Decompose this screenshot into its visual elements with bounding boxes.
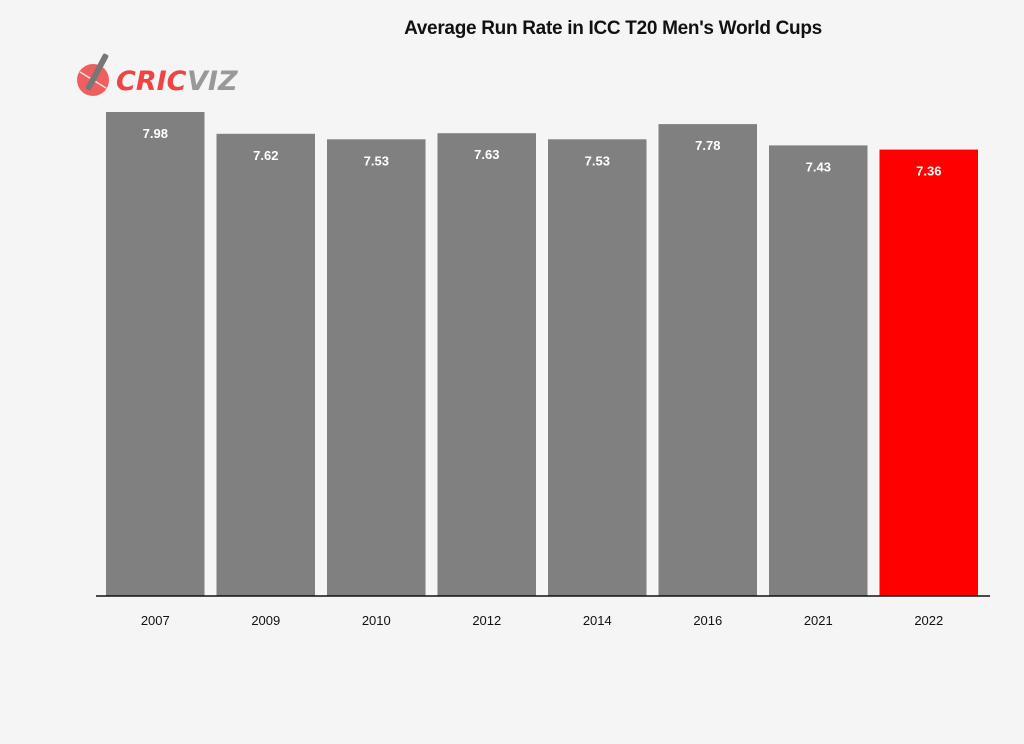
- bar-2022: [879, 149, 978, 596]
- bar-2012: [437, 133, 536, 596]
- cricket-bat-ball-icon: CRIC VIZ: [77, 53, 238, 97]
- x-tick-label-2021: 2021: [804, 613, 833, 628]
- bar-value-label-2016: 7.78: [695, 138, 720, 153]
- x-tick-label-2007: 2007: [141, 613, 170, 628]
- cricviz-logo: CRIC VIZ: [74, 50, 238, 102]
- x-tick-label-2009: 2009: [251, 613, 280, 628]
- bars-layer: [106, 112, 978, 597]
- bar-value-label-2012: 7.63: [474, 147, 499, 162]
- x-tick-label-2014: 2014: [583, 613, 612, 628]
- x-tick-labels-layer: 2007 2009 2010 2012 2014 2016 2021 2022: [141, 613, 943, 628]
- bar-2016: [658, 124, 757, 596]
- bar-2007: [106, 112, 205, 596]
- bar-value-label-2007: 7.98: [143, 126, 168, 141]
- x-tick-label-2012: 2012: [472, 613, 501, 628]
- bar-2010: [327, 139, 426, 597]
- bar-value-label-2010: 7.53: [364, 153, 389, 168]
- bar-2021: [769, 145, 868, 596]
- x-tick-label-2010: 2010: [362, 613, 391, 628]
- x-tick-label-2016: 2016: [693, 613, 722, 628]
- logo-text-viz: VIZ: [187, 66, 238, 97]
- x-tick-label-2022: 2022: [914, 613, 943, 628]
- bar-2009: [216, 133, 315, 597]
- bar-value-label-2022: 7.36: [916, 164, 941, 179]
- bar-value-label-2014: 7.53: [585, 153, 610, 168]
- bar-2014: [548, 139, 647, 597]
- chart-title: Average Run Rate in ICC T20 Men's World …: [404, 18, 822, 39]
- bar-value-label-2009: 7.62: [253, 148, 278, 163]
- logo-text-cric: CRIC: [116, 66, 187, 97]
- bar-value-label-2021: 7.43: [806, 159, 831, 174]
- bar-value-labels-layer: 7.98 7.62 7.53 7.63 7.53 7.78 7.43 7.36: [143, 126, 942, 179]
